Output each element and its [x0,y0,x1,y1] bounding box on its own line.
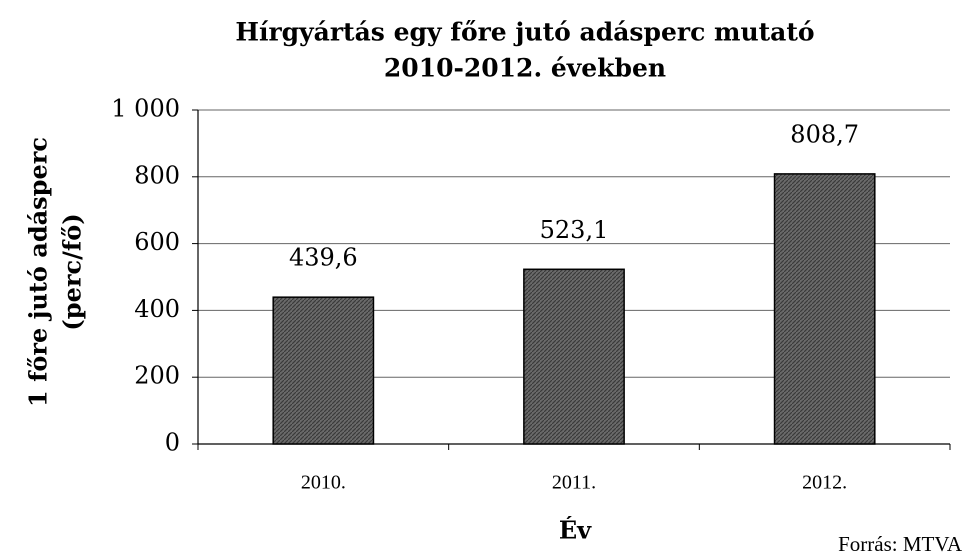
data-label: 523,1 [540,216,609,244]
x-tick-label: 2010. [301,472,346,494]
chart-title: Hírgyártás egy főre jutó adásperc mutató [235,18,814,47]
x-tick-label: 2011. [552,472,596,494]
data-label: 439,6 [289,244,358,272]
x-axis-label: Év [559,516,592,545]
y-axis-label: 1 főre jutó adásperc [24,137,53,407]
source: Forrás: MTVA [838,532,963,556]
y-tick-label: 600 [134,228,180,256]
y-tick-label: 0 [165,429,180,457]
bar [272,296,375,445]
bar [773,173,876,445]
chart-subtitle: 2010-2012. években [384,54,666,83]
bar [523,268,625,445]
y-tick-label: 200 [134,362,180,390]
y-axis-label: (perc/fő) [58,213,87,330]
y-tick-label: 800 [134,161,180,189]
y-tick-label: 1 000 [111,95,180,123]
data-label: 808,7 [790,120,859,148]
y-tick-label: 400 [134,295,180,323]
x-tick-label: 2012. [802,472,847,494]
